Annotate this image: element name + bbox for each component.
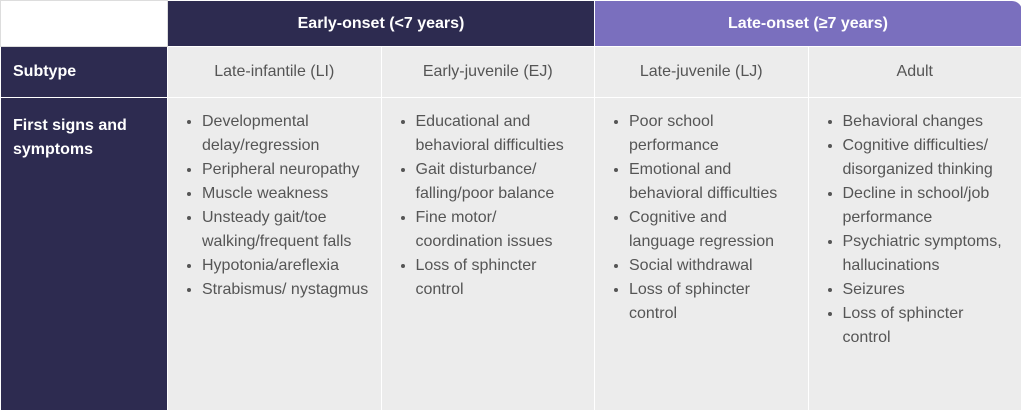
symptom: Behavioral changes xyxy=(843,110,1010,134)
symptom: Loss of sphincter control xyxy=(629,278,796,326)
symptom: Cognitive difficulties/ disorganized thi… xyxy=(843,134,1010,182)
symptom-cell: Developmental delay/regressionPeripheral… xyxy=(167,97,382,411)
symptom: Peripheral neuropathy xyxy=(202,158,369,182)
row-label: First signs and symptoms xyxy=(0,97,168,411)
symptom: Decline in school/job performance xyxy=(843,182,1010,230)
symptom-cell: Educational and behavioral difficultiesG… xyxy=(380,97,595,411)
symptom-cell: Poor school performanceEmotional and beh… xyxy=(594,97,809,411)
symptom: Poor school performance xyxy=(629,110,796,158)
symptom: Cognitive and language regression xyxy=(629,206,796,254)
group-header: Early-onset (<7 years) xyxy=(167,0,595,47)
symptom-list: Developmental delay/regressionPeripheral… xyxy=(178,110,369,302)
symptom: Gait disturbance/ falling/poor balance xyxy=(416,158,583,206)
symptom: Loss of sphincter control xyxy=(843,302,1010,350)
symptom: Hypotonia/areflexia xyxy=(202,254,369,278)
subtype: Adult xyxy=(807,46,1022,98)
subtype: Late-juvenile (LJ) xyxy=(594,46,809,98)
symptom: Muscle weakness xyxy=(202,182,369,206)
subtype: Late-infantile (LI) xyxy=(167,46,382,98)
symptom: Psychiatric symptoms, hallucinations xyxy=(843,230,1010,278)
symptom: Unsteady gait/toe walking/frequent falls xyxy=(202,206,369,254)
corner-cell xyxy=(0,0,168,47)
symptom: Seizures xyxy=(843,278,1010,302)
symptom: Social withdrawal xyxy=(629,254,796,278)
symptom: Loss of sphincter control xyxy=(416,254,583,302)
symptom-list: Behavioral changesCognitive difficulties… xyxy=(819,110,1010,350)
symptom-list: Poor school performanceEmotional and beh… xyxy=(605,110,796,326)
group-header: Late-onset (≥7 years) xyxy=(594,0,1022,47)
subtype: Early-juvenile (EJ) xyxy=(380,46,595,98)
symptom-list: Educational and behavioral difficultiesG… xyxy=(392,110,583,302)
symptom: Emotional and behavioral difficulties xyxy=(629,158,796,206)
symptom: Educational and behavioral difficulties xyxy=(416,110,583,158)
symptom-cell: Behavioral changesCognitive difficulties… xyxy=(807,97,1022,411)
symptom: Strabismus/ nystagmus xyxy=(202,278,369,302)
row-label: Subtype xyxy=(0,46,168,98)
symptom: Developmental delay/regression xyxy=(202,110,369,158)
symptom: Fine motor/ coordination issues xyxy=(416,206,583,254)
